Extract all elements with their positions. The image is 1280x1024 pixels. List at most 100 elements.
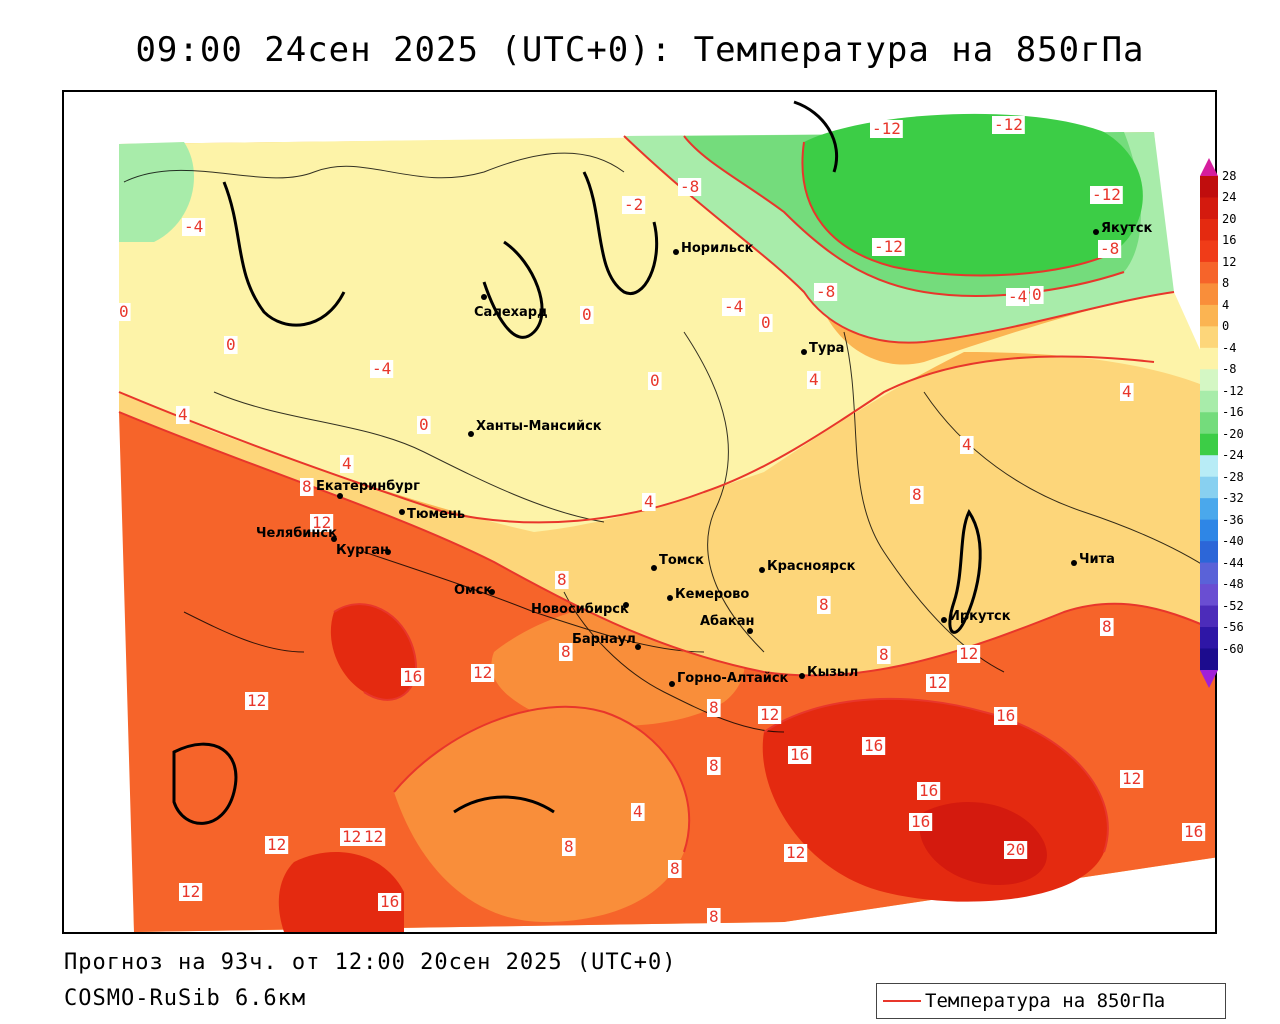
colorbar-segment bbox=[1200, 648, 1218, 671]
city-marker bbox=[747, 628, 753, 634]
contour-label: 0 bbox=[761, 313, 771, 332]
isotherms bbox=[118, 135, 1215, 853]
contour-label: 12 bbox=[473, 663, 492, 682]
legend-line-swatch bbox=[883, 1000, 921, 1002]
city-label: Барнаул bbox=[572, 632, 636, 647]
contour-label: 0 bbox=[650, 371, 660, 390]
city-label: Горно-Алтайск bbox=[677, 671, 789, 686]
colorbar-tick-label: 24 bbox=[1222, 190, 1237, 205]
city-marker bbox=[623, 602, 629, 608]
zone-0 bbox=[119, 136, 1215, 532]
contour-label-box bbox=[117, 303, 131, 321]
city-marker bbox=[1093, 229, 1099, 235]
colorbar-segment bbox=[1200, 369, 1218, 392]
legend: Температура на 850гПа bbox=[876, 983, 1226, 1019]
city-label: Чита bbox=[1079, 552, 1115, 567]
contour-label: -12 bbox=[1092, 185, 1121, 204]
contour-label: -12 bbox=[872, 119, 901, 138]
contour-label: 12 bbox=[959, 644, 978, 663]
contour-label-box bbox=[176, 406, 190, 424]
contour-label-box bbox=[668, 860, 682, 878]
colorbar-segment bbox=[1200, 584, 1218, 607]
city-label: Тура bbox=[809, 341, 844, 356]
colorbar-segment bbox=[1200, 197, 1218, 220]
contour-label: 8 bbox=[912, 485, 922, 504]
city-marker bbox=[669, 681, 675, 687]
city-label: Екатеринбург bbox=[316, 479, 420, 494]
legend-label: Температура на 850гПа bbox=[925, 990, 1166, 1012]
colorbar-segment bbox=[1200, 455, 1218, 478]
contour-label-box bbox=[1098, 240, 1122, 258]
colorbar-segment bbox=[1200, 326, 1218, 349]
contour-label: 16 bbox=[911, 812, 930, 831]
colorbar-top-arrow bbox=[1200, 158, 1218, 176]
colorbar-segment bbox=[1200, 541, 1218, 564]
contour-label-box bbox=[992, 116, 1025, 134]
colorbar-tick-label: -24 bbox=[1222, 448, 1244, 463]
colorbar-tick-label: -4 bbox=[1222, 340, 1237, 355]
contour-label: -8 bbox=[1100, 239, 1119, 258]
contour-label-box bbox=[909, 813, 933, 831]
contour-label-box bbox=[245, 692, 269, 710]
colorbar-segment bbox=[1200, 304, 1218, 327]
contour-label-box bbox=[1004, 841, 1028, 859]
colorbar-segment bbox=[1200, 562, 1218, 585]
contour-label-box bbox=[877, 646, 891, 664]
contour-label-box bbox=[648, 372, 662, 390]
colorbar-tick-label: 4 bbox=[1222, 297, 1230, 312]
zone-16-west bbox=[330, 604, 416, 700]
city-marker bbox=[481, 294, 487, 300]
contour-label-box bbox=[1006, 288, 1030, 306]
contour-label-box bbox=[707, 699, 721, 717]
colorbar-segment bbox=[1200, 176, 1218, 198]
colorbar-tick-label: -28 bbox=[1222, 469, 1244, 484]
colorbar-tick-label: -12 bbox=[1222, 383, 1244, 398]
contour-label: 0 bbox=[582, 305, 592, 324]
city-label: Иркутск bbox=[949, 609, 1011, 624]
contour-label: 8 bbox=[564, 837, 574, 856]
contour-label: 16 bbox=[864, 736, 883, 755]
city-marker bbox=[673, 249, 679, 255]
contour-label: 12 bbox=[786, 843, 805, 862]
city-label: Челябинск bbox=[256, 526, 337, 541]
contour-label-box bbox=[370, 360, 394, 378]
contour-label: 16 bbox=[919, 781, 938, 800]
contour-label: 12 bbox=[342, 827, 361, 846]
city-label: Норильск bbox=[681, 241, 754, 256]
contour-label: 8 bbox=[302, 477, 312, 496]
contour-label-box bbox=[1030, 286, 1044, 304]
contour-label-box bbox=[759, 314, 773, 332]
contour-label: -4 bbox=[724, 297, 743, 316]
contour-label-box bbox=[807, 371, 821, 389]
contour-label-box bbox=[340, 828, 364, 846]
city-label: Якутск bbox=[1101, 221, 1153, 236]
colorbar-segment bbox=[1200, 605, 1218, 628]
colorbar-segment bbox=[1200, 390, 1218, 413]
city-label: Кемерово bbox=[675, 587, 749, 602]
coastlines bbox=[172, 100, 982, 825]
colorbar-segment bbox=[1200, 261, 1218, 284]
forecast-info: Прогноз на 93ч. от 12:00 20сен 2025 (UTC… bbox=[64, 950, 677, 975]
contour-label-box bbox=[340, 455, 354, 473]
contour-label-box bbox=[957, 645, 981, 663]
colorbar bbox=[1200, 158, 1218, 688]
contour-label: 12 bbox=[312, 513, 331, 532]
contour-label-box bbox=[917, 782, 941, 800]
contour-label-box bbox=[417, 416, 431, 434]
contour-label: -2 bbox=[624, 195, 643, 214]
colorbar-tick-label: -32 bbox=[1222, 491, 1244, 506]
contour-label: 8 bbox=[1102, 617, 1112, 636]
contour-label-box bbox=[1120, 383, 1134, 401]
contour-label-box bbox=[559, 643, 573, 661]
temperature-map[interactable]: -12 -12 -12 -12 -8 -8 -8 -4 -4 -4 -4 -2 0 0 0 0 0 0 0 4 4 4 4 4… bbox=[62, 90, 1217, 934]
contour-label: 8 bbox=[709, 698, 719, 717]
contour-label: 16 bbox=[996, 706, 1015, 725]
city-label: Ханты-Мансийск bbox=[476, 419, 602, 434]
contour-label: 12 bbox=[247, 691, 266, 710]
contour-label-box bbox=[300, 478, 314, 496]
colorbar-segment bbox=[1200, 412, 1218, 435]
zone-16-sw bbox=[278, 852, 404, 932]
colorbar-tick-label: -60 bbox=[1222, 641, 1244, 656]
contour-label: 12 bbox=[181, 882, 200, 901]
contour-label-box bbox=[788, 746, 812, 764]
